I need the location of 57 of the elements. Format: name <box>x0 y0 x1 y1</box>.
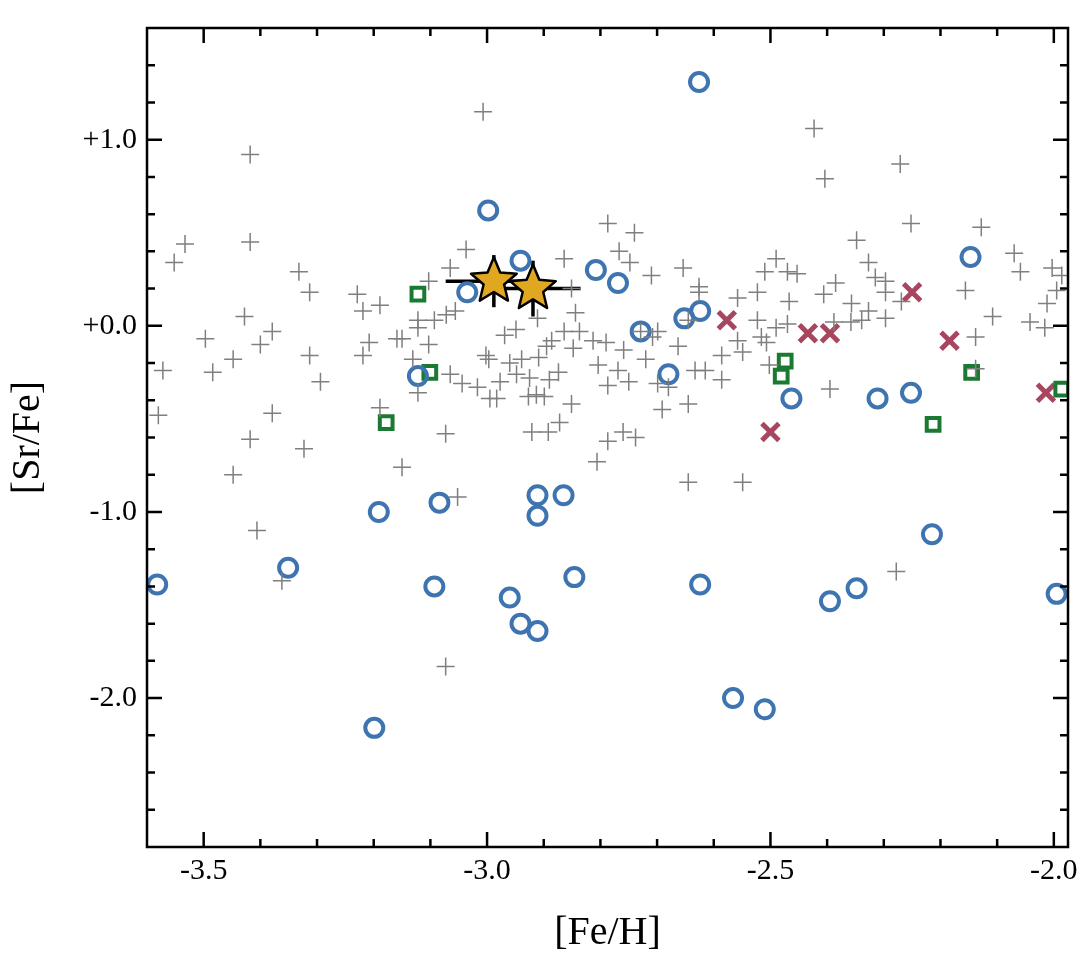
point <box>367 500 390 523</box>
point <box>456 281 479 304</box>
point <box>584 258 607 281</box>
point <box>423 575 446 598</box>
point <box>866 387 889 410</box>
point <box>689 299 712 322</box>
point <box>606 272 629 295</box>
x-tick-label: -2.0 <box>1030 851 1078 885</box>
point <box>780 387 803 410</box>
point <box>901 281 924 304</box>
y-tick-label: -2.0 <box>89 678 137 712</box>
point <box>845 577 868 600</box>
point <box>722 687 745 710</box>
point <box>938 329 961 352</box>
point <box>498 586 521 609</box>
point <box>818 590 841 613</box>
point <box>657 363 680 386</box>
point <box>924 416 942 433</box>
point <box>526 484 549 507</box>
y-tick-label: -1.0 <box>89 492 137 526</box>
x-tick-label: -2.5 <box>746 851 795 885</box>
y-axis-title: [Sr/Fe] <box>2 380 48 495</box>
point <box>959 245 982 268</box>
point <box>673 307 696 330</box>
point <box>963 363 981 381</box>
point <box>900 381 923 404</box>
point <box>715 309 738 332</box>
point <box>509 249 532 272</box>
point <box>753 698 776 721</box>
point <box>508 263 558 310</box>
point <box>277 556 300 579</box>
point <box>363 716 386 739</box>
point <box>818 322 841 345</box>
point <box>477 199 500 222</box>
point <box>689 573 712 596</box>
point <box>377 414 395 431</box>
point <box>1045 582 1068 605</box>
point <box>526 504 549 527</box>
point <box>406 365 429 388</box>
point <box>796 322 819 345</box>
point <box>920 523 943 546</box>
point <box>776 352 794 370</box>
point <box>772 367 790 385</box>
point <box>759 420 782 443</box>
point <box>147 573 169 596</box>
x-tick-label: -3.5 <box>179 851 228 885</box>
point <box>526 620 549 643</box>
x-axis-title: [Fe/H] <box>554 907 661 953</box>
point <box>688 70 711 93</box>
x-tick-label: -3.0 <box>463 851 511 885</box>
point <box>563 566 586 589</box>
point <box>552 484 575 507</box>
y-tick-label: +1.0 <box>82 120 137 154</box>
point <box>428 491 451 514</box>
point <box>409 285 427 303</box>
point <box>509 612 532 635</box>
y-tick-label: +0.0 <box>82 306 137 340</box>
